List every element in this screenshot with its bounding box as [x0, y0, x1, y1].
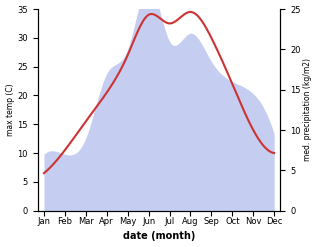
X-axis label: date (month): date (month) — [123, 231, 195, 242]
Y-axis label: med. precipitation (kg/m2): med. precipitation (kg/m2) — [303, 58, 313, 161]
Y-axis label: max temp (C): max temp (C) — [5, 83, 15, 136]
